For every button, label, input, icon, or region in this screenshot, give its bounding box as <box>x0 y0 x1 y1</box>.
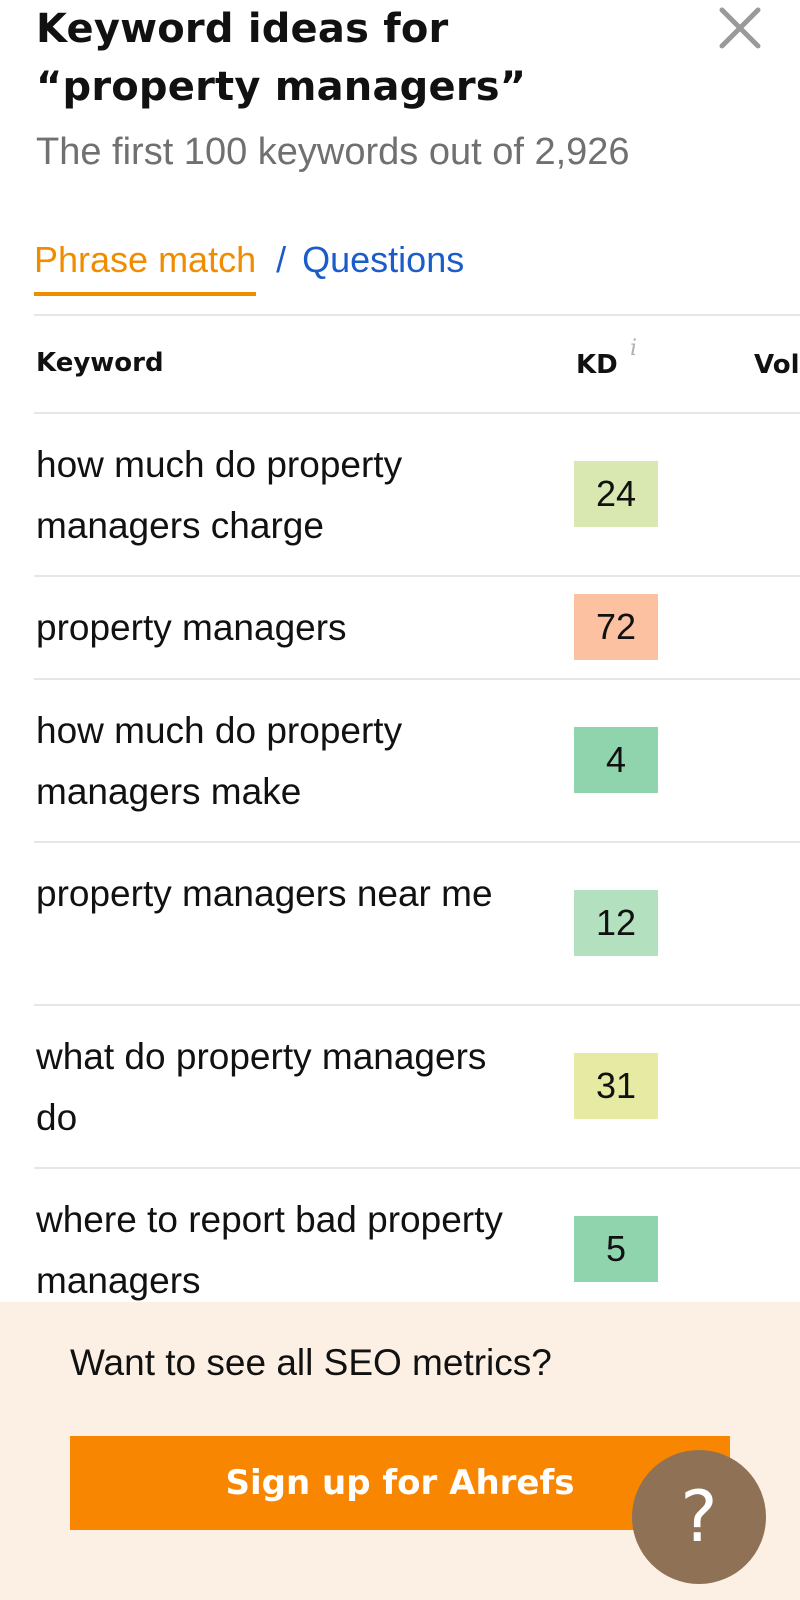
table-row: property managers 72 <box>34 577 800 680</box>
table-row: how much do property managers charge 24 <box>34 414 800 577</box>
column-header-volume[interactable]: Vol <box>754 350 800 380</box>
table-row: where to report bad property managers 5 <box>34 1169 800 1306</box>
tab-phrase-match[interactable]: Phrase match <box>34 238 257 296</box>
close-icon <box>719 7 761 49</box>
match-type-tabs: Phrase match / Questions <box>34 238 464 298</box>
column-header-kd[interactable]: KD <box>576 350 618 380</box>
table-row: what do property managers do 31 <box>34 1006 800 1169</box>
page-title: Keyword ideas for “property managers” <box>36 0 696 116</box>
kd-badge: 24 <box>574 461 658 527</box>
title-line-1: Keyword ideas for <box>36 6 449 52</box>
tab-separator: / <box>276 239 287 280</box>
column-header-keyword[interactable]: Keyword <box>36 348 164 378</box>
keyword-cell[interactable]: property managers <box>36 607 347 648</box>
keyword-cell[interactable]: where to report bad property managers <box>36 1199 503 1301</box>
results-count-subtitle: The first 100 keywords out of 2,926 <box>36 131 630 173</box>
help-icon: ? <box>680 1476 718 1558</box>
table-header: Keyword KD i Vol <box>34 316 800 414</box>
signup-prompt: Want to see all SEO metrics? <box>70 1342 552 1383</box>
help-button[interactable]: ? <box>632 1450 766 1584</box>
keyword-table: Keyword KD i Vol how much do property ma… <box>34 314 800 1306</box>
title-line-2: “property managers” <box>36 64 527 110</box>
info-icon[interactable]: i <box>630 336 638 361</box>
kd-badge: 5 <box>574 1216 658 1282</box>
dialog-header: Keyword ideas for “property managers” Th… <box>36 0 696 174</box>
keyword-cell[interactable]: what do property managers do <box>36 1036 487 1138</box>
keyword-cell[interactable]: property managers near me <box>36 873 493 914</box>
kd-badge: 72 <box>574 594 658 660</box>
keyword-cell[interactable]: how much do property managers make <box>36 710 403 812</box>
signup-button[interactable]: Sign up for Ahrefs <box>70 1436 730 1530</box>
close-button[interactable] <box>716 4 764 52</box>
table-row: property managers near me 12 <box>34 843 800 1006</box>
kd-badge: 31 <box>574 1053 658 1119</box>
table-row: how much do property managers make 4 <box>34 680 800 843</box>
keyword-cell[interactable]: how much do property managers charge <box>36 444 403 546</box>
signup-panel: Want to see all SEO metrics? Sign up for… <box>0 1302 800 1600</box>
kd-badge: 12 <box>574 890 658 956</box>
tab-questions[interactable]: Questions <box>302 239 465 280</box>
kd-badge: 4 <box>574 727 658 793</box>
